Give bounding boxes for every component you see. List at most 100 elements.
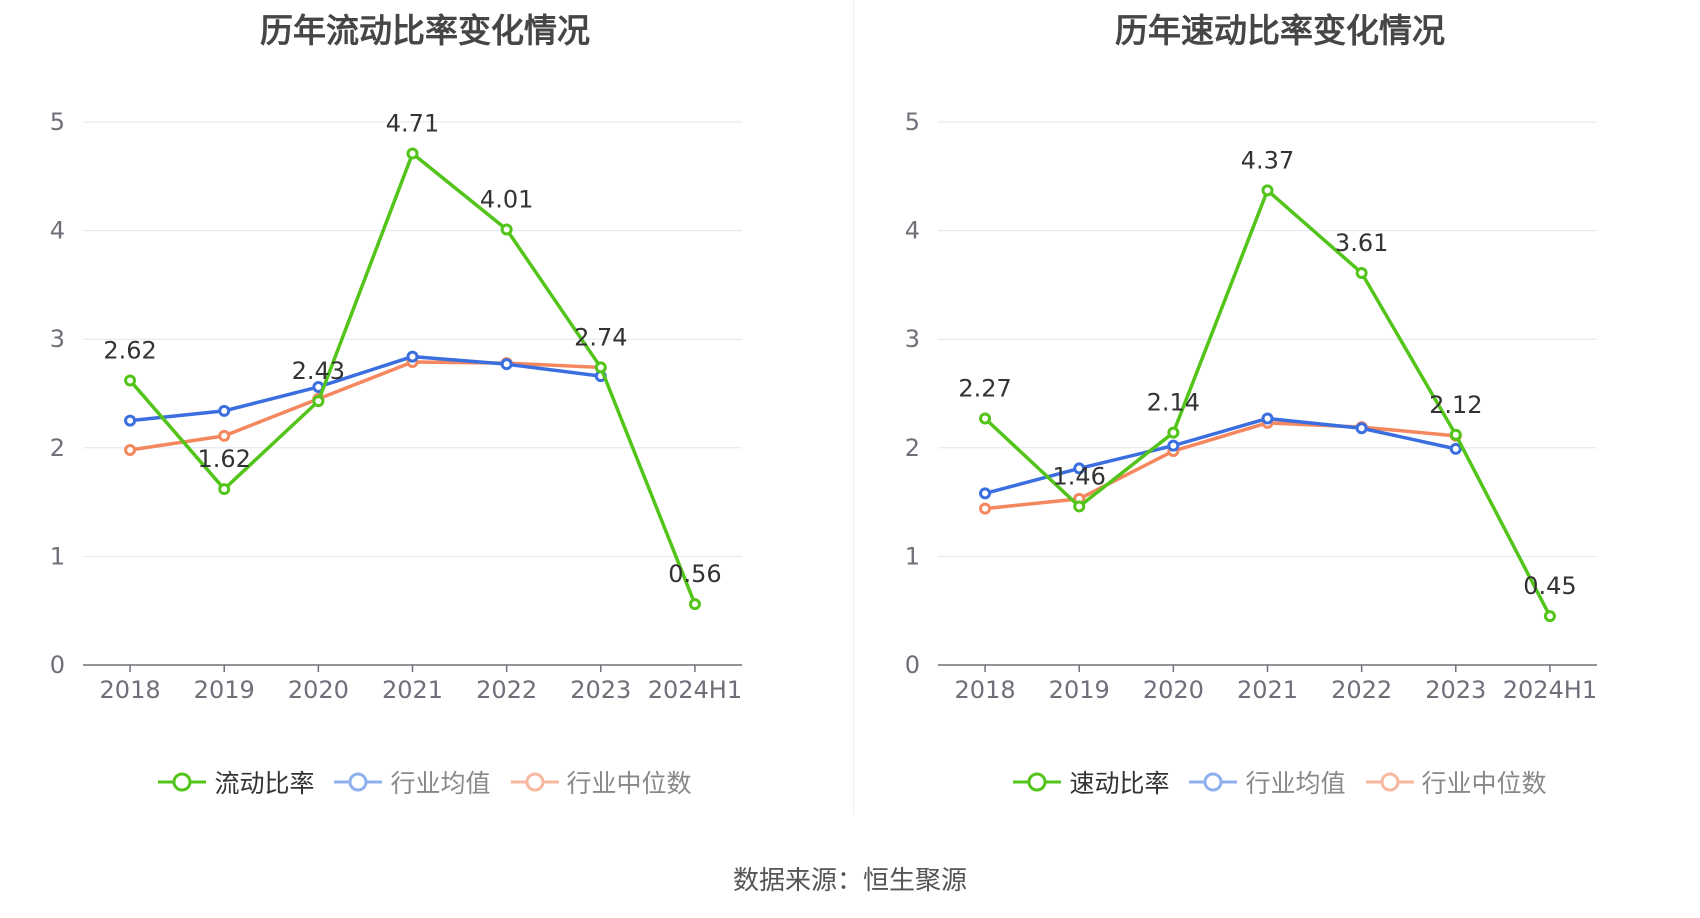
- chart-title: 历年速动比率变化情况: [1115, 11, 1445, 50]
- legend-line-icon: [1189, 772, 1238, 792]
- x-tick-label: 2022: [1331, 676, 1392, 704]
- x-tick-label: 2021: [382, 676, 443, 704]
- data-point: [1261, 412, 1274, 425]
- data-point: [1167, 439, 1180, 452]
- data-source: 数据来源：恒生聚源: [732, 866, 967, 896]
- data-point: [406, 350, 419, 363]
- data-point: [1543, 610, 1556, 623]
- x-tick-label: 2020: [1143, 676, 1204, 704]
- y-tick-label: 2: [905, 434, 920, 462]
- data-label: 0.45: [1523, 572, 1576, 600]
- data-point: [218, 404, 231, 417]
- y-tick-label: 1: [905, 542, 920, 570]
- panel-divider: [853, 0, 854, 815]
- legend-item-industry-median[interactable]: 行业中位数: [510, 764, 692, 800]
- data-point: [218, 429, 231, 442]
- series-line: [128, 151, 697, 605]
- legend-item-industry-median[interactable]: 行业中位数: [1365, 764, 1547, 800]
- y-tick-label: 2: [50, 434, 65, 462]
- data-label: 4.01: [480, 186, 533, 214]
- x-tick-label: 2019: [1049, 676, 1110, 704]
- x-tick-label: 2020: [288, 676, 349, 704]
- legend: 流动比率 行业均值 行业中位数: [0, 764, 850, 800]
- legend-label: 行业中位数: [1421, 769, 1547, 798]
- chart-title: 历年流动比率变化情况: [260, 11, 590, 50]
- legend-label: 行业均值: [1245, 769, 1346, 798]
- data-label: 3.61: [1335, 229, 1388, 257]
- data-label: 4.37: [1241, 146, 1294, 174]
- data-point: [218, 483, 231, 496]
- data-point: [124, 414, 137, 427]
- legend-item-current-ratio[interactable]: 流动比率: [158, 764, 314, 800]
- x-tick-label: 2021: [1237, 676, 1298, 704]
- data-point: [979, 412, 992, 425]
- data-point: [1261, 184, 1274, 197]
- data-point: [124, 443, 137, 456]
- legend-item-industry-average[interactable]: 行业均值: [334, 764, 491, 800]
- x-tick-label: 2019: [194, 676, 255, 704]
- data-point: [688, 598, 701, 611]
- data-point: [1449, 428, 1462, 441]
- data-point: [1073, 462, 1086, 475]
- legend-item-quick-ratio[interactable]: 速动比率: [1013, 764, 1169, 800]
- data-label: 1.46: [1052, 462, 1105, 490]
- legend-line-icon: [158, 772, 207, 792]
- data-point: [500, 358, 513, 371]
- current-ratio-panel: 历年流动比率变化情况 0 1 2 3 4 5 2018 2019 2020 2021 2022 202…: [0, 0, 850, 820]
- y-tick-label: 4: [50, 217, 65, 245]
- y-tick-label: 3: [50, 325, 65, 353]
- data-label: 0.56: [668, 560, 721, 588]
- series-line: [984, 421, 1456, 511]
- legend-line-icon: [510, 772, 559, 792]
- legend-label: 速动比率: [1069, 769, 1170, 798]
- y-tick-label: 3: [905, 325, 920, 353]
- y-tick-label: 5: [905, 108, 920, 136]
- data-point: [979, 487, 992, 500]
- data-point: [500, 223, 513, 236]
- legend-line-icon: [334, 772, 383, 792]
- y-tick-label: 4: [905, 217, 920, 245]
- legend-label: 流动比率: [214, 769, 315, 798]
- series-line: [129, 360, 601, 452]
- data-point: [1449, 442, 1462, 455]
- quick-ratio-panel: 历年速动比率变化情况 0 1 2 3 4 5 2018 2019 2020 2021 2022 202…: [855, 0, 1700, 820]
- series-line: [984, 416, 1457, 496]
- legend-item-industry-average[interactable]: 行业均值: [1189, 764, 1346, 800]
- data-point: [979, 502, 992, 515]
- data-label: 2.12: [1429, 391, 1482, 419]
- data-label: 1.62: [197, 445, 250, 473]
- legend-line-icon: [1365, 772, 1414, 792]
- x-tick-label: 2024H1: [1503, 676, 1597, 704]
- legend: 速动比率 行业均值 行业中位数: [855, 764, 1700, 800]
- x-tick-label: 2022: [476, 676, 537, 704]
- data-point: [312, 395, 325, 408]
- x-tick-label: 2023: [1425, 676, 1486, 704]
- data-label: 2.43: [292, 357, 345, 385]
- x-tick-label: 2018: [955, 676, 1016, 704]
- data-label: 4.71: [386, 109, 439, 137]
- y-tick-label: 5: [50, 108, 65, 136]
- data-label: 2.14: [1147, 389, 1200, 417]
- x-tick-label: 2023: [570, 676, 631, 704]
- y-tick-label: 0: [905, 651, 920, 679]
- legend-line-icon: [1013, 772, 1062, 792]
- y-tick-label: 1: [50, 542, 65, 570]
- data-point: [406, 147, 419, 160]
- x-tick-label: 2024H1: [648, 676, 742, 704]
- data-point: [1355, 266, 1368, 279]
- data-point: [1355, 422, 1368, 435]
- data-label: 2.62: [103, 336, 156, 364]
- data-label: 2.74: [574, 323, 627, 351]
- x-tick-label: 2018: [100, 676, 161, 704]
- legend-label: 行业中位数: [566, 769, 692, 798]
- legend-label: 行业均值: [390, 769, 491, 798]
- data-label: 2.27: [958, 374, 1011, 402]
- data-point: [594, 361, 607, 374]
- data-point: [1073, 500, 1086, 513]
- data-point: [124, 374, 137, 387]
- series-line: [129, 354, 602, 423]
- quick-ratio-chart: 0 1 2 3 4 5 2018 2019 2020 2021 2022 2023 2024H1 2.27…: [905, 108, 1597, 704]
- current-ratio-chart: 0 1 2 3 4 5 2018 2019 2020 2021 2022 2023 2024H1 2.62…: [50, 108, 742, 704]
- y-tick-label: 0: [50, 651, 65, 679]
- data-point: [1167, 426, 1180, 439]
